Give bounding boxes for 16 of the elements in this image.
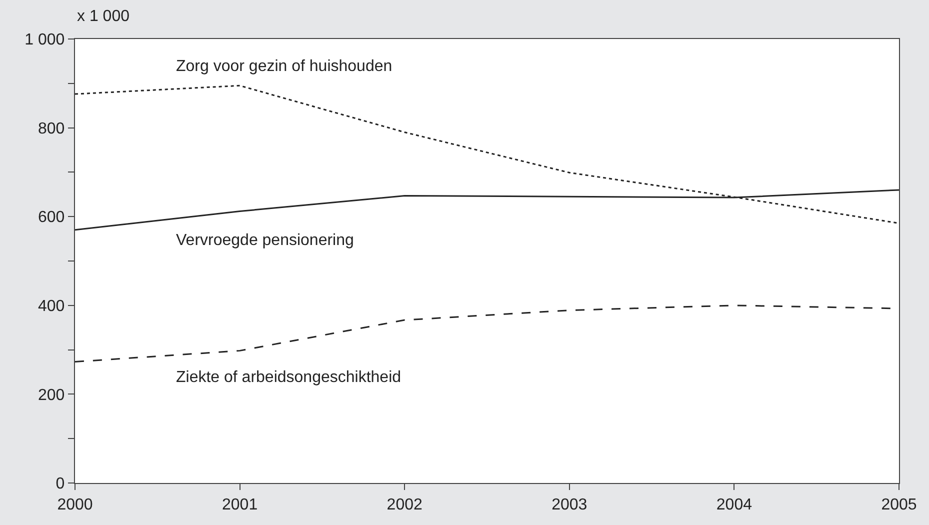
x-tick-label: 2005 [881,496,917,514]
y-tick-label: 600 [38,209,65,226]
x-tick-label: 2003 [552,496,588,514]
x-tick-label: 2004 [716,496,752,514]
y-tick-label: 200 [38,386,65,404]
series-label: Zorg voor gezin of huishouden [176,58,392,75]
series-label: Vervroegde pensionering [176,232,354,249]
series-label: Ziekte of arbeidsongeschiktheid [176,369,402,386]
x-tick-label: 2002 [386,496,422,514]
x-tick-label: 2001 [222,496,258,514]
y-tick-label: 0 [56,476,65,493]
y-tick-label: 800 [38,120,65,138]
y-tick-label: 400 [38,298,65,315]
x-tick-label: 2000 [57,496,93,514]
y-axis-title: x 1 000 [77,8,130,25]
y-tick-label: 1 000 [24,32,65,49]
